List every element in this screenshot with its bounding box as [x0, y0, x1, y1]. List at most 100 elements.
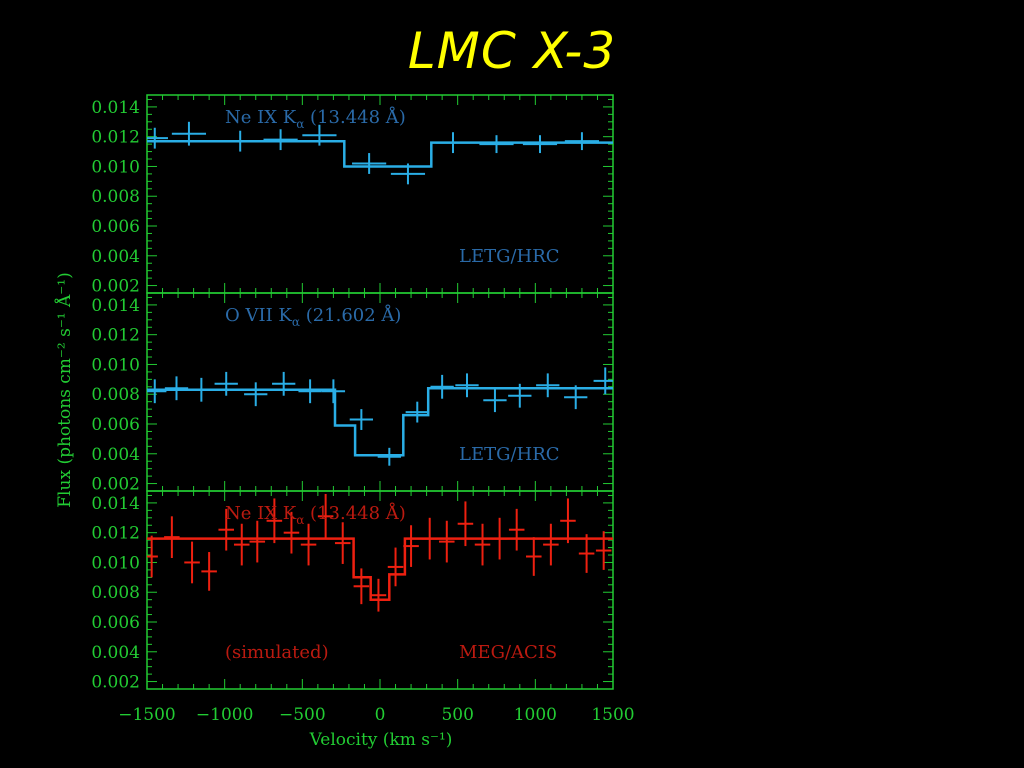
line-label-name: Ne IX K	[225, 503, 297, 524]
model-line	[147, 537, 613, 601]
data-point	[317, 493, 334, 539]
line-label-wavelength: (21.602 Å)	[300, 304, 401, 326]
panel-3: 0.002 0.004 0.006 0.008 0.010 0.012 0.014 Ne IX…	[91, 490, 614, 693]
y-tick-label: 0.004	[91, 247, 140, 267]
instrument-label: LETG/HRC	[459, 246, 560, 267]
data-point	[405, 401, 429, 423]
data-point	[272, 371, 296, 396]
panel-2: 0.002 0.004 0.006 0.008 0.010 0.012 0.014 O VII…	[91, 292, 614, 495]
y-tick-label: 0.002	[91, 673, 140, 693]
panel-1: 0.002 0.004 0.006 0.008 0.010 0.012 0.014 Ne IX…	[91, 94, 614, 297]
line-label-wavelength: (13.448 Å)	[304, 502, 405, 524]
line-label: Ne IX Kα (13.448 Å)	[225, 502, 406, 527]
x-tick-label: 1500	[591, 705, 634, 725]
data-point	[536, 373, 560, 398]
data-point	[564, 385, 588, 410]
data-point	[403, 525, 419, 567]
x-axis: −1500 −1000 −500 0 500 1000 1500	[118, 705, 634, 725]
data-point	[349, 409, 374, 430]
slide-title: LMC X-3	[407, 22, 617, 80]
line-label-subscript: α	[296, 117, 304, 131]
data-point	[387, 547, 404, 587]
data-point	[435, 132, 471, 154]
data-point	[249, 520, 266, 563]
data-point	[593, 367, 613, 395]
data-point	[483, 388, 507, 413]
data-point	[147, 535, 158, 578]
data-point	[266, 498, 283, 544]
line-label-name: O VII K	[225, 305, 292, 326]
x-tick-label: −1000	[196, 705, 254, 725]
data-point	[300, 523, 317, 566]
data-point	[218, 508, 234, 551]
data-point	[474, 523, 491, 566]
panels-layer: 0.002 0.004 0.006 0.008 0.010 0.012 0.014 Ne IX…	[91, 94, 614, 693]
y-tick-label: 0.014	[91, 494, 140, 514]
y-tick-label: 0.008	[91, 385, 140, 405]
x-axis-title: Velocity (km s⁻¹)	[309, 730, 453, 750]
data-point	[334, 522, 351, 564]
data-point	[370, 578, 387, 612]
x-tick-label: 1000	[514, 705, 557, 725]
instrument-label: MEG/ACIS	[459, 642, 557, 663]
data-point	[390, 163, 426, 185]
data-point	[302, 124, 337, 146]
y-tick-label: 0.006	[91, 217, 140, 237]
data-point	[244, 382, 268, 407]
y-tick-label: 0.006	[91, 613, 140, 633]
y-tick-label: 0.008	[91, 583, 140, 603]
data-point	[223, 130, 258, 152]
data-point	[164, 376, 189, 401]
instrument-label: LETG/HRC	[459, 444, 560, 465]
data-point	[421, 517, 438, 560]
data-point	[430, 374, 454, 399]
data-point	[321, 379, 346, 404]
y-tick-label: 0.004	[91, 643, 140, 663]
data-point	[526, 537, 542, 576]
data-point	[564, 132, 600, 151]
data-point	[352, 153, 387, 174]
data-point	[214, 371, 238, 396]
data-point	[491, 517, 508, 560]
y-tick-label: 0.014	[91, 98, 140, 118]
line-label-wavelength: (13.448 Å)	[304, 106, 405, 128]
data-point	[164, 516, 180, 558]
y-tick-label: 0.002	[91, 277, 140, 297]
y-tick-label: 0.014	[91, 296, 140, 316]
y-tick-label: 0.012	[91, 128, 140, 148]
simulated-note: (simulated)	[225, 642, 329, 663]
x-tick-label: 0	[375, 705, 386, 725]
y-tick-label: 0.006	[91, 415, 140, 435]
data-point	[455, 373, 479, 398]
y-tick-label: 0.012	[91, 524, 140, 544]
data-point	[233, 523, 250, 566]
data-point	[298, 379, 322, 404]
data-point	[147, 379, 167, 404]
x-tick-label: 500	[441, 705, 473, 725]
data-point	[184, 541, 200, 584]
data-point	[171, 121, 207, 146]
line-label-subscript: α	[292, 315, 300, 329]
data-point	[578, 534, 595, 573]
data-point	[353, 568, 370, 605]
line-label-subscript: α	[296, 513, 304, 527]
line-label: Ne IX Kα (13.448 Å)	[225, 106, 406, 131]
data-point	[263, 129, 298, 151]
y-tick-label: 0.012	[91, 326, 140, 346]
data-point	[560, 498, 576, 544]
y-tick-label: 0.008	[91, 187, 140, 207]
data-point	[543, 523, 559, 566]
y-tick-label: 0.002	[91, 475, 140, 495]
data-point	[508, 383, 532, 408]
y-tick-label: 0.010	[91, 355, 140, 375]
y-axis-title: Flux (photons cm⁻² s⁻¹ Å⁻¹)	[54, 272, 75, 507]
y-tick-label: 0.010	[91, 157, 140, 177]
data-point	[377, 447, 401, 466]
y-tick-label: 0.010	[91, 553, 140, 573]
data-point	[479, 135, 514, 154]
data-point	[147, 127, 168, 149]
data-point	[189, 377, 214, 402]
data-point	[595, 531, 612, 570]
line-label-name: Ne IX K	[225, 107, 297, 128]
x-tick-label: −500	[279, 705, 326, 725]
